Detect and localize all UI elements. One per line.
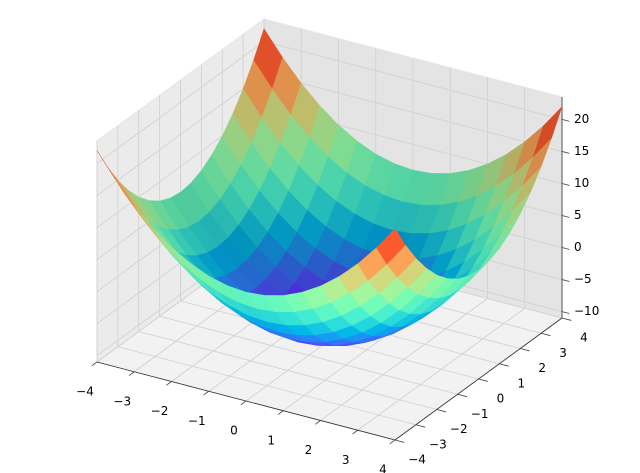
z-tick-label: 15 xyxy=(574,144,589,158)
tick-mark xyxy=(561,247,570,250)
y-tick-label: 3 xyxy=(559,346,567,360)
tick-mark xyxy=(561,151,570,154)
grid-line xyxy=(138,331,437,410)
tick-mark xyxy=(91,361,98,367)
y-tick-label: −2 xyxy=(450,422,468,436)
tick-mark xyxy=(394,439,405,443)
y-tick-label: 4 xyxy=(580,331,588,345)
z-tick-label: −5 xyxy=(574,272,592,286)
grid-line xyxy=(96,73,265,196)
tick-mark xyxy=(478,378,488,382)
x-tick-label: −1 xyxy=(188,414,206,428)
axis-line xyxy=(96,361,396,441)
x-tick-label: 0 xyxy=(230,424,238,438)
z-tick-label: −10 xyxy=(574,304,599,318)
tick-mark xyxy=(277,410,284,415)
x-tick-label: −2 xyxy=(151,404,169,418)
tick-mark xyxy=(561,317,572,321)
z-tick-label: 5 xyxy=(574,208,582,222)
x-tick-label: 4 xyxy=(379,463,387,473)
y-tick-label: −1 xyxy=(471,407,489,421)
tick-mark xyxy=(561,119,570,122)
z-tick-label: 0 xyxy=(574,240,582,254)
tick-mark xyxy=(541,332,551,337)
tick-mark xyxy=(203,390,209,396)
y-tick-label: −3 xyxy=(429,437,447,451)
y-tick-label: 2 xyxy=(538,361,546,375)
tick-mark xyxy=(128,371,135,376)
axis-line xyxy=(394,317,563,441)
x-tick-label: 2 xyxy=(305,443,313,457)
tick-mark xyxy=(389,439,396,445)
tick-mark xyxy=(415,424,426,428)
x-tick-label: 1 xyxy=(267,433,275,447)
z-tick-label: 10 xyxy=(574,176,589,190)
tick-mark xyxy=(315,420,321,425)
x-tick-label: −3 xyxy=(113,394,131,408)
grid-line xyxy=(263,41,563,120)
tick-mark xyxy=(436,409,447,413)
tick-mark xyxy=(561,279,570,282)
grid-line xyxy=(117,346,416,426)
grid-line xyxy=(159,315,458,395)
x-tick-label: −4 xyxy=(76,385,94,399)
x-tick-label: 3 xyxy=(342,453,350,467)
y-tick-label: −4 xyxy=(408,453,426,467)
tick-mark xyxy=(561,311,570,314)
tick-mark xyxy=(457,393,468,398)
y-tick-label: 1 xyxy=(518,376,526,390)
grid-line xyxy=(96,41,265,164)
tick-mark xyxy=(166,381,172,386)
tick-mark xyxy=(561,183,570,186)
grid-line xyxy=(263,73,563,152)
y-tick-label: 0 xyxy=(497,392,505,406)
tick-mark xyxy=(520,348,530,352)
tick-mark xyxy=(561,215,570,218)
tick-mark xyxy=(499,363,509,367)
tick-mark xyxy=(240,400,247,406)
tick-mark xyxy=(352,429,358,435)
z-tick-label: 20 xyxy=(574,112,589,126)
surface-patch xyxy=(376,228,406,265)
